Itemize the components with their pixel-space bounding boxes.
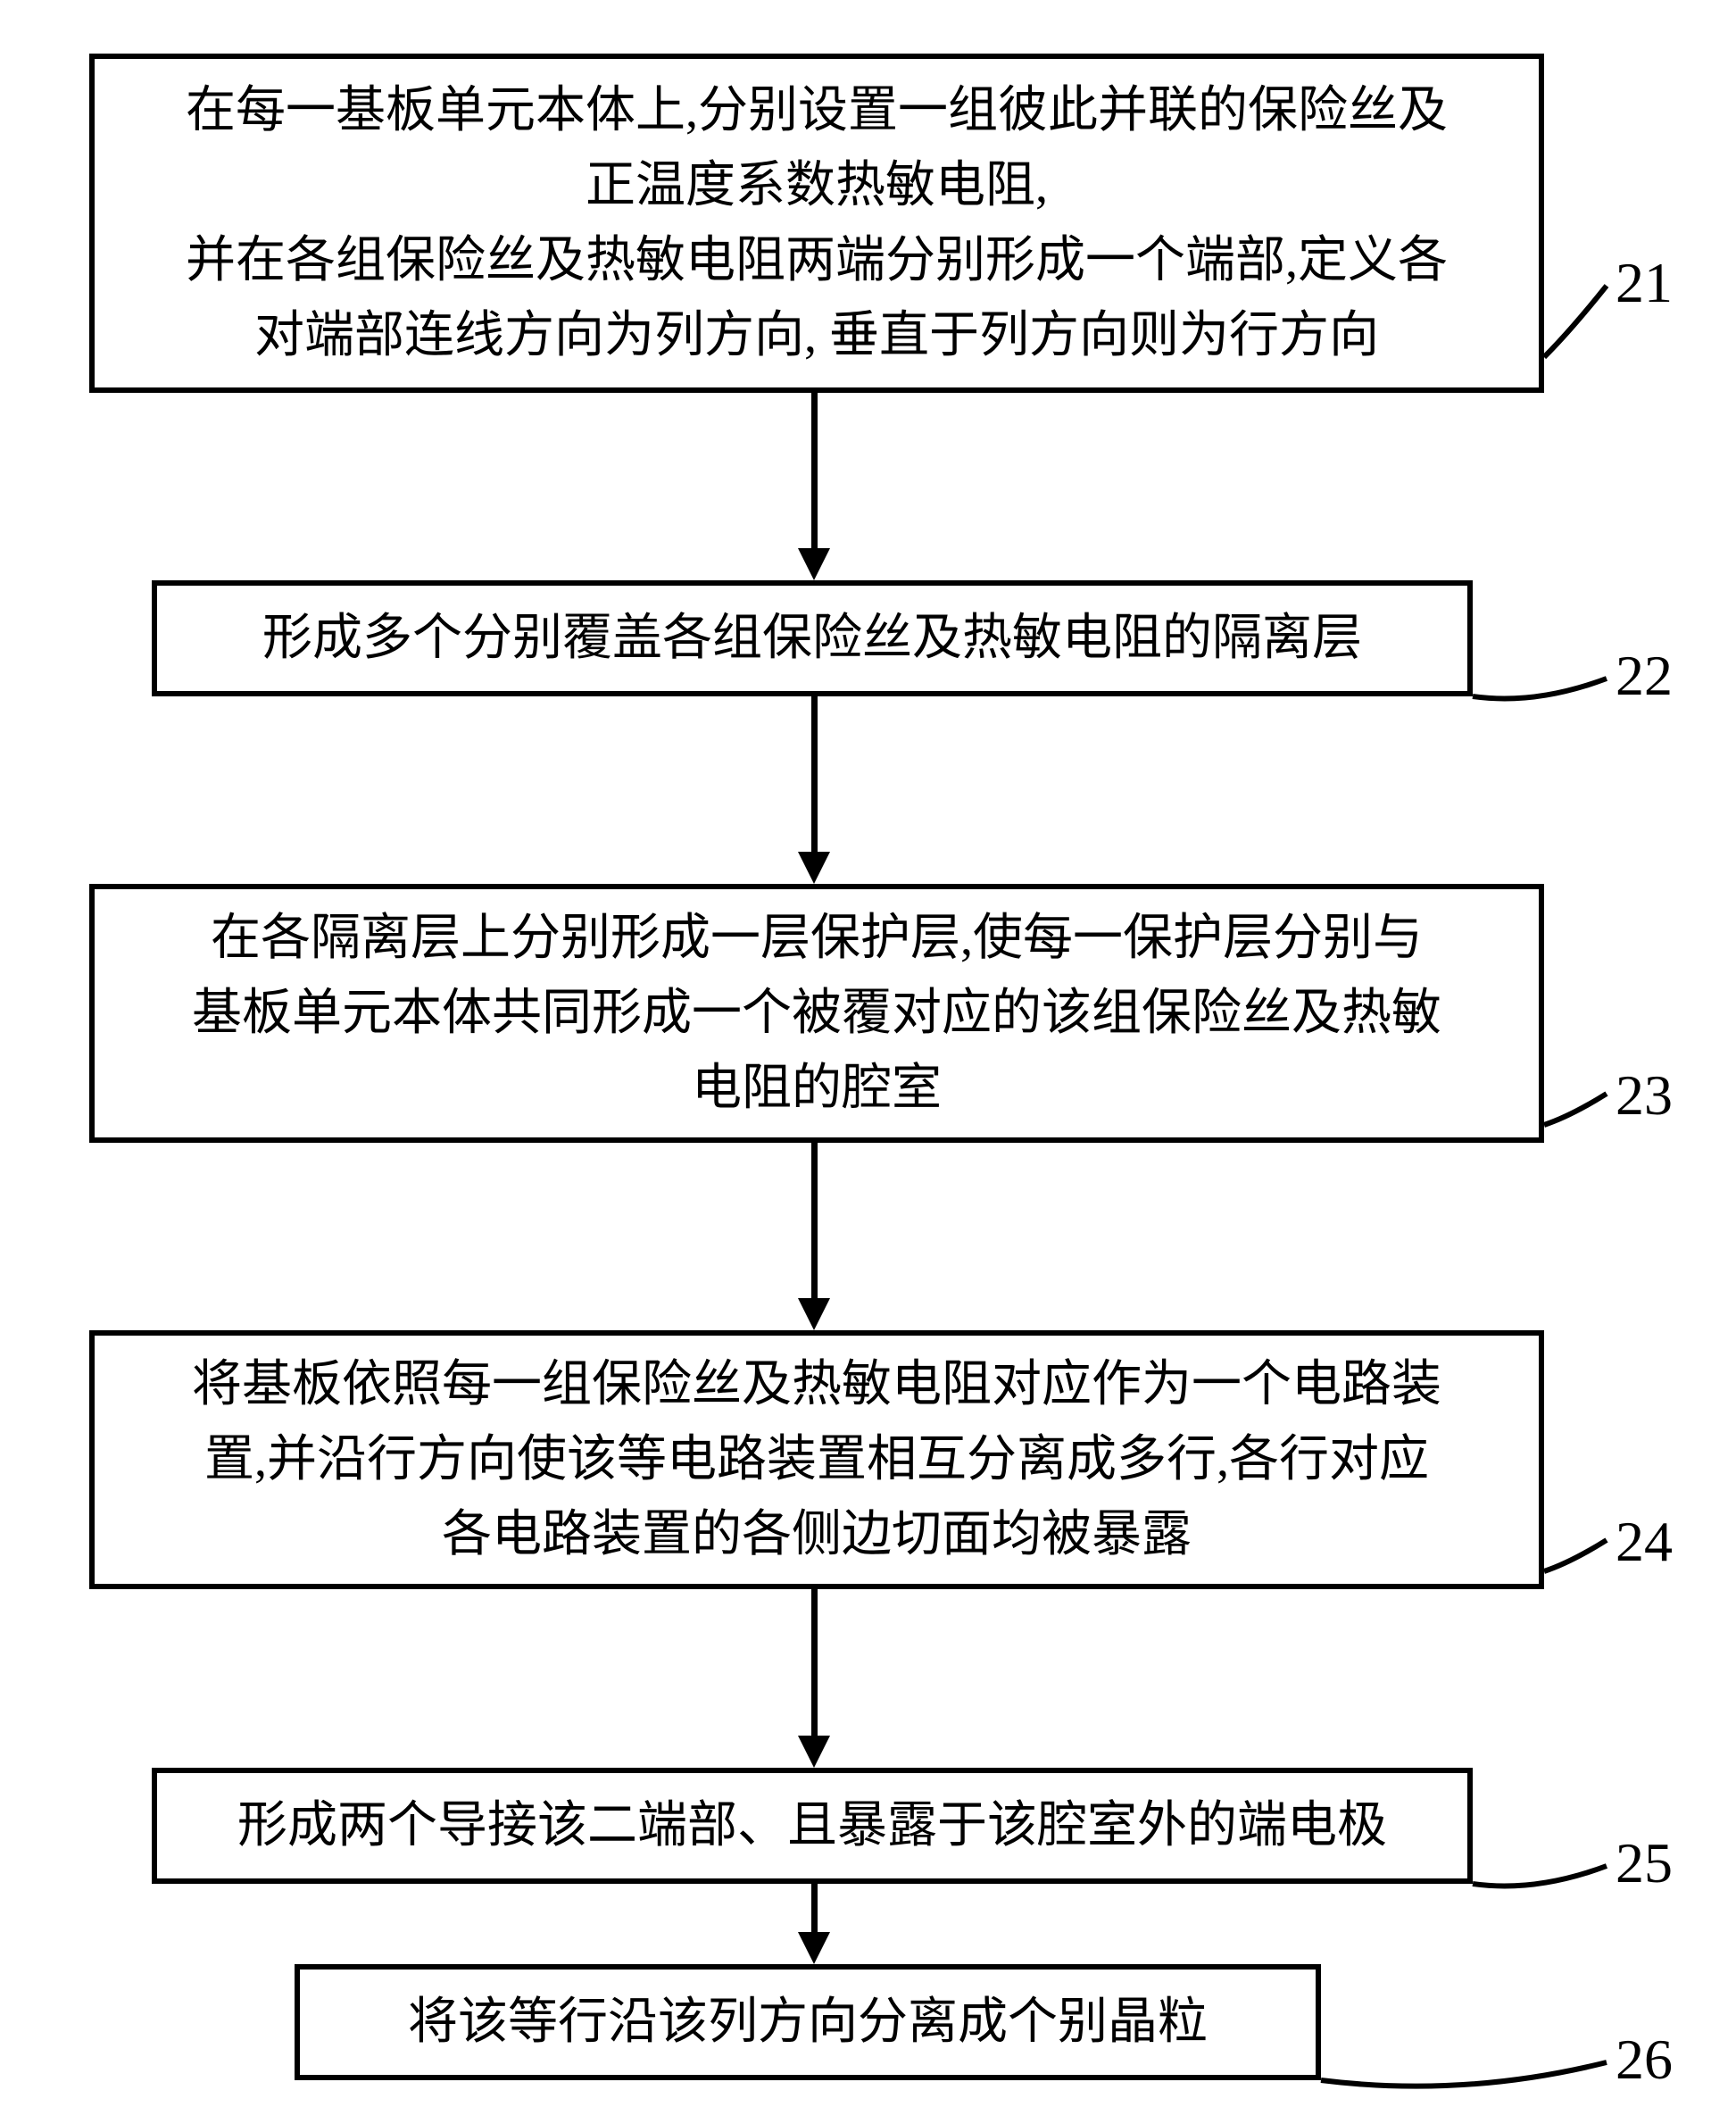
arrow-head-icon xyxy=(798,548,830,580)
step-label-23: 23 xyxy=(1616,1062,1673,1128)
arrow-line xyxy=(811,1143,818,1298)
arrow-head-icon xyxy=(798,1736,830,1768)
arrow-line xyxy=(811,393,818,548)
flow-box-b2: 形成多个分别覆盖各组保险丝及热敏电阻的隔离层 xyxy=(152,580,1473,696)
arrow-line xyxy=(811,1884,818,1932)
leader-curve xyxy=(1535,277,1616,366)
step-label-26: 26 xyxy=(1616,2027,1673,2093)
step-label-25: 25 xyxy=(1616,1830,1673,1896)
flow-box-b6: 将该等行沿该列方向分离成个别晶粒 xyxy=(295,1964,1321,2080)
flow-box-text: 将基板依照每一组保险丝及热敏电阻对应作为一个电路装 置,并沿行方向使该等电路装置… xyxy=(192,1347,1441,1572)
flowchart-canvas: 在每一基板单元本体上,分别设置一组彼此并联的保险丝及 正温度系数热敏电阻, 并在… xyxy=(0,0,1736,2089)
flow-box-b1: 在每一基板单元本体上,分别设置一组彼此并联的保险丝及 正温度系数热敏电阻, 并在… xyxy=(89,54,1544,393)
leader-curve xyxy=(1535,1531,1616,1580)
step-label-21: 21 xyxy=(1616,250,1673,316)
step-label-24: 24 xyxy=(1616,1509,1673,1575)
flow-box-text: 形成两个导接该二端部、且暴露于该腔室外的端电极 xyxy=(237,1788,1387,1863)
flow-box-b5: 形成两个导接该二端部、且暴露于该腔室外的端电极 xyxy=(152,1768,1473,1884)
arrow-head-icon xyxy=(798,1298,830,1330)
flow-box-text: 在每一基板单元本体上,分别设置一组彼此并联的保险丝及 正温度系数热敏电阻, 并在… xyxy=(186,73,1448,373)
leader-curve xyxy=(1312,2053,1616,2107)
flow-box-text: 形成多个分别覆盖各组保险丝及热敏电阻的隔离层 xyxy=(262,601,1362,676)
flow-box-text: 在各隔离层上分别形成一层保护层,使每一保护层分别与 基板单元本体共同形成一个被覆… xyxy=(192,901,1441,1126)
leader-curve xyxy=(1535,1085,1616,1134)
arrow-line xyxy=(811,1589,818,1736)
leader-curve xyxy=(1464,1857,1616,1902)
flow-box-b4: 将基板依照每一组保险丝及热敏电阻对应作为一个电路装 置,并沿行方向使该等电路装置… xyxy=(89,1330,1544,1589)
leader-curve xyxy=(1464,670,1616,714)
arrow-line xyxy=(811,696,818,852)
flow-box-text: 将该等行沿该列方向分离成个别晶粒 xyxy=(408,1985,1208,2060)
arrow-head-icon xyxy=(798,852,830,884)
step-label-22: 22 xyxy=(1616,643,1673,709)
arrow-head-icon xyxy=(798,1932,830,1964)
flow-box-b3: 在各隔离层上分别形成一层保护层,使每一保护层分别与 基板单元本体共同形成一个被覆… xyxy=(89,884,1544,1143)
